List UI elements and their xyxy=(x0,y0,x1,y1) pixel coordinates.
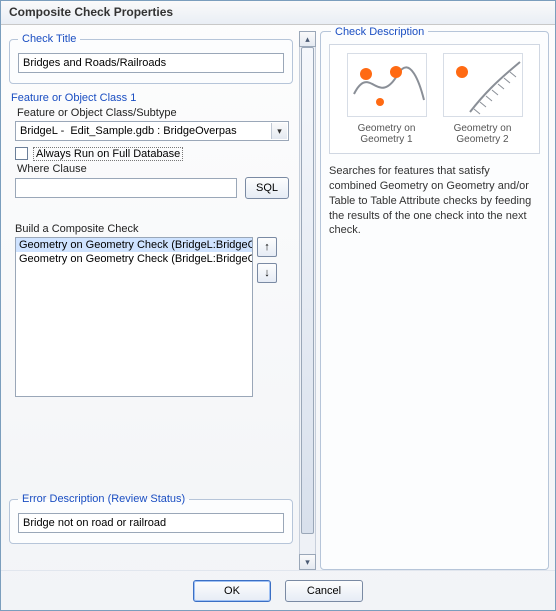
where-clause-input[interactable] xyxy=(15,178,237,198)
composite-label: Build a Composite Check xyxy=(15,223,295,235)
scroll-down-icon[interactable]: ▾ xyxy=(299,554,316,570)
thumb-geom2-image xyxy=(443,53,523,117)
check-title-group: Check Title xyxy=(9,33,293,84)
dialog-body: Check Title Feature or Object Class 1 Fe… xyxy=(1,25,555,570)
spacer xyxy=(7,407,295,491)
subtype-combo-value[interactable] xyxy=(15,121,289,141)
error-desc-legend: Error Description (Review Status) xyxy=(18,493,189,505)
move-up-button[interactable]: ↑ xyxy=(257,237,277,257)
error-desc-input[interactable] xyxy=(18,513,284,533)
thumbnails-row: Geometry on Geometry 1 xyxy=(329,44,540,154)
scroll-thumb[interactable] xyxy=(301,47,314,534)
thumb-geom1: Geometry on Geometry 1 xyxy=(344,53,430,145)
check-description-panel: Check Description xyxy=(320,31,549,570)
check-title-legend: Check Title xyxy=(18,33,80,45)
left-column: Check Title Feature or Object Class 1 Fe… xyxy=(7,31,295,570)
always-full-checkbox[interactable] xyxy=(15,147,28,160)
check-description-text: Searches for features that satisfy combi… xyxy=(329,164,540,238)
check-description-legend: Check Description xyxy=(331,26,428,38)
scroll-up-icon[interactable]: ▴ xyxy=(299,31,316,47)
list-item[interactable]: Geometry on Geometry Check (BridgeL:Brid… xyxy=(16,238,252,252)
move-down-button[interactable]: ↓ xyxy=(257,263,277,283)
feature-class-body: Feature or Object Class/Subtype ▾ Always… xyxy=(7,107,295,205)
thumb-geom1-caption: Geometry on Geometry 1 xyxy=(344,123,430,145)
subtype-combo[interactable]: ▾ xyxy=(15,121,289,141)
thumb-geom2: Geometry on Geometry 2 xyxy=(440,53,526,145)
composite-listbox[interactable]: Geometry on Geometry Check (BridgeL:Brid… xyxy=(15,237,253,397)
cancel-button[interactable]: Cancel xyxy=(285,580,363,602)
subtype-label: Feature or Object Class/Subtype xyxy=(17,107,289,119)
check-title-input[interactable] xyxy=(18,53,284,73)
sql-button[interactable]: SQL xyxy=(245,177,289,199)
dialog-window: Composite Check Properties Check Title F… xyxy=(0,0,556,611)
where-label: Where Clause xyxy=(17,163,289,175)
right-column: Check Description xyxy=(320,31,549,570)
chevron-down-icon[interactable]: ▾ xyxy=(271,123,287,139)
scroll-track[interactable] xyxy=(299,47,316,554)
ok-button[interactable]: OK xyxy=(193,580,271,602)
feature-class-legend: Feature or Object Class 1 xyxy=(11,92,293,104)
thumb-geom1-image xyxy=(347,53,427,117)
list-item[interactable]: Geometry on Geometry Check (BridgeL:Brid… xyxy=(16,252,252,266)
reorder-buttons: ↑ ↓ xyxy=(257,237,277,283)
dialog-title: Composite Check Properties xyxy=(1,1,555,25)
thumb-geom2-caption: Geometry on Geometry 2 xyxy=(440,123,526,145)
dialog-footer: OK Cancel xyxy=(1,570,555,610)
error-desc-group: Error Description (Review Status) xyxy=(9,493,293,544)
always-full-label: Always Run on Full Database xyxy=(34,148,182,160)
vertical-scrollbar[interactable]: ▴ ▾ xyxy=(299,31,316,570)
composite-list-area: Geometry on Geometry Check (BridgeL:Brid… xyxy=(15,237,293,397)
